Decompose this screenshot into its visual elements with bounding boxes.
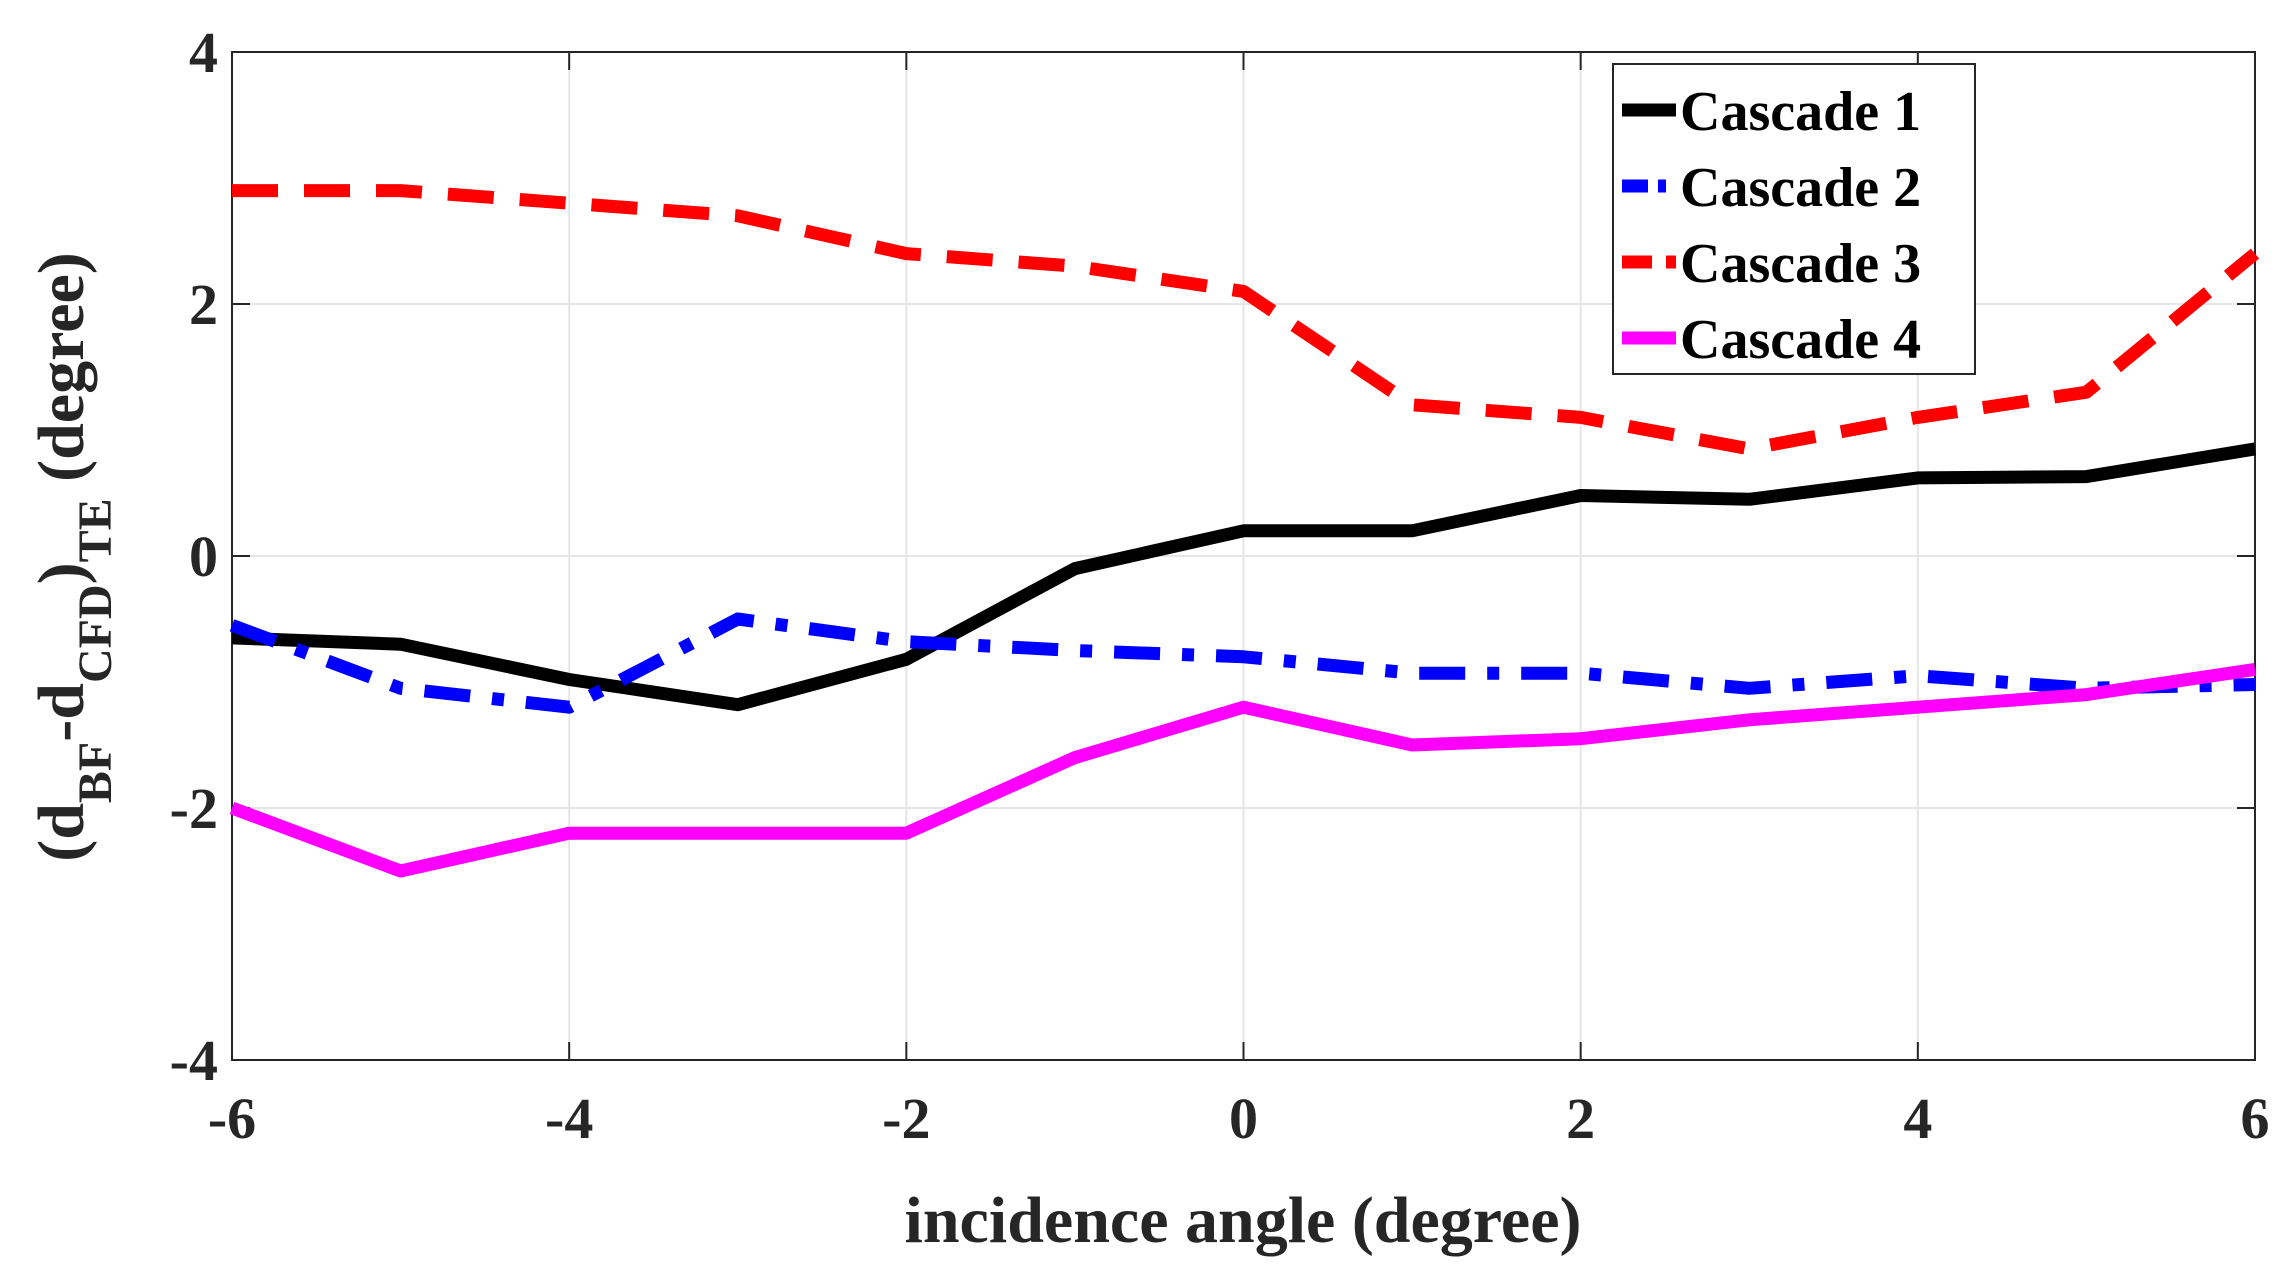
x-tick-label: 6 (2241, 1086, 2270, 1151)
series-line-cascade-2 (229, 612, 2256, 714)
x-tick-label: 0 (1229, 1086, 1258, 1151)
y-axis-label-close: ) (25, 562, 98, 584)
series-line-cascade-1 (231, 442, 2257, 712)
x-tick-label: 4 (1903, 1086, 1932, 1151)
series-line-cascade-4 (229, 662, 2256, 878)
y-tick-label: 2 (189, 272, 218, 337)
series-group (229, 184, 2260, 878)
y-axis-label-dash: -d (25, 683, 98, 742)
y-tick-label: 0 (189, 524, 218, 589)
y-tick-label: 4 (189, 20, 218, 85)
y-axis-label-sub-bf: BF (69, 742, 122, 803)
x-tick-label: -4 (545, 1086, 593, 1151)
series-line-cascade-3 (232, 184, 2260, 456)
x-tick-label: -2 (882, 1086, 930, 1151)
y-axis-label-unit: (degree) (25, 252, 98, 498)
legend-label-cascade-2: Cascade 2 (1680, 157, 1921, 219)
legend-label-cascade-4: Cascade 4 (1680, 309, 1921, 371)
y-axis-label-sub-te: TE (69, 498, 122, 562)
x-tick-label: 2 (1566, 1086, 1595, 1151)
legend-label-cascade-1: Cascade 1 (1680, 81, 1921, 143)
y-tick-label: -4 (170, 1028, 218, 1093)
y-axis-label: (dBF-dCFD)TE (degree) (25, 252, 122, 862)
y-axis-label-open: (d (25, 803, 98, 862)
x-tick-label: -6 (208, 1086, 256, 1151)
x-axis-label: incidence angle (degree) (905, 1184, 1582, 1257)
y-axis-label-sub-cfd: CFD (69, 584, 122, 683)
legend-label-cascade-3: Cascade 3 (1680, 233, 1921, 295)
legend: Cascade 1 Cascade 2 Cascade 3 Cascade 4 (1612, 63, 1976, 375)
y-tick-label: -2 (170, 776, 218, 841)
